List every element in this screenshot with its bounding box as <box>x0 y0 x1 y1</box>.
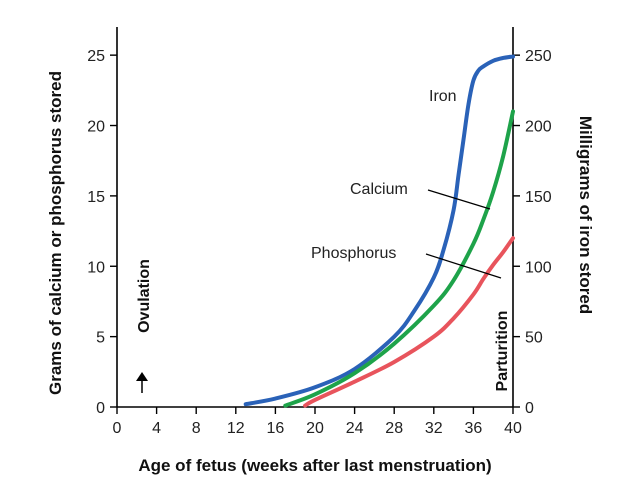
left-y-tick-label: 5 <box>96 330 105 347</box>
calcium-line <box>283 109 515 408</box>
ovulation-arrowhead <box>136 372 148 381</box>
ovulation-label: Ovulation <box>136 259 153 333</box>
left-y-axis-title: Grams of calcium or phosphorus stored <box>46 71 65 395</box>
right-y-tick-label: 50 <box>525 330 543 347</box>
phosphorus-line <box>303 236 515 408</box>
x-tick-label: 24 <box>346 420 364 437</box>
ovulation-annotation: Ovulation <box>136 259 153 393</box>
parturition-label: Parturition <box>494 311 511 392</box>
right-y-tick-label: 0 <box>525 400 534 417</box>
left-y-tick-label: 15 <box>87 189 105 206</box>
x-tick-label: 12 <box>227 420 245 437</box>
parturition-annotation: Parturition <box>490 299 512 401</box>
phosphorus-leader-line <box>425 253 502 279</box>
x-tick-label: 28 <box>385 420 403 437</box>
calcium-callout: Calcium <box>350 181 491 210</box>
ticks <box>110 54 520 414</box>
series-lines <box>243 54 515 408</box>
x-tick-label: 4 <box>152 420 161 437</box>
left-y-tick-label: 25 <box>87 48 105 65</box>
iron-line <box>243 54 515 407</box>
x-tick-label: 36 <box>465 420 483 437</box>
right-y-tick-label: 200 <box>525 119 552 136</box>
phosphorus-series-label: Phosphorus <box>311 245 396 262</box>
parturition-label-backing <box>490 299 512 401</box>
right-y-axis-title: Milligrams of iron stored <box>576 116 595 314</box>
iron-series-label: Iron <box>429 88 457 105</box>
x-axis-title: Age of fetus (weeks after last menstruat… <box>138 456 491 475</box>
right-y-tick-label: 100 <box>525 259 552 276</box>
x-tick-label: 0 <box>113 420 122 437</box>
x-tick-label: 20 <box>306 420 324 437</box>
right-y-tick-label: 250 <box>525 48 552 65</box>
x-tick-label: 8 <box>192 420 201 437</box>
phosphorus-callout: Phosphorus <box>311 245 502 279</box>
calcium-leader-line <box>427 189 491 210</box>
right-y-tick-label: 150 <box>525 189 552 206</box>
left-y-tick-label: 0 <box>96 400 105 417</box>
calcium-series-label: Calcium <box>350 181 408 198</box>
x-tick-label: 32 <box>425 420 443 437</box>
x-tick-label: 16 <box>267 420 285 437</box>
tick-labels: 0 4 8 12 16 20 24 28 32 36 40051015202505010015020… <box>87 48 552 437</box>
x-tick-label: 40 <box>504 420 522 437</box>
left-y-tick-label: 20 <box>87 119 105 136</box>
left-y-tick-label: 10 <box>87 259 105 276</box>
